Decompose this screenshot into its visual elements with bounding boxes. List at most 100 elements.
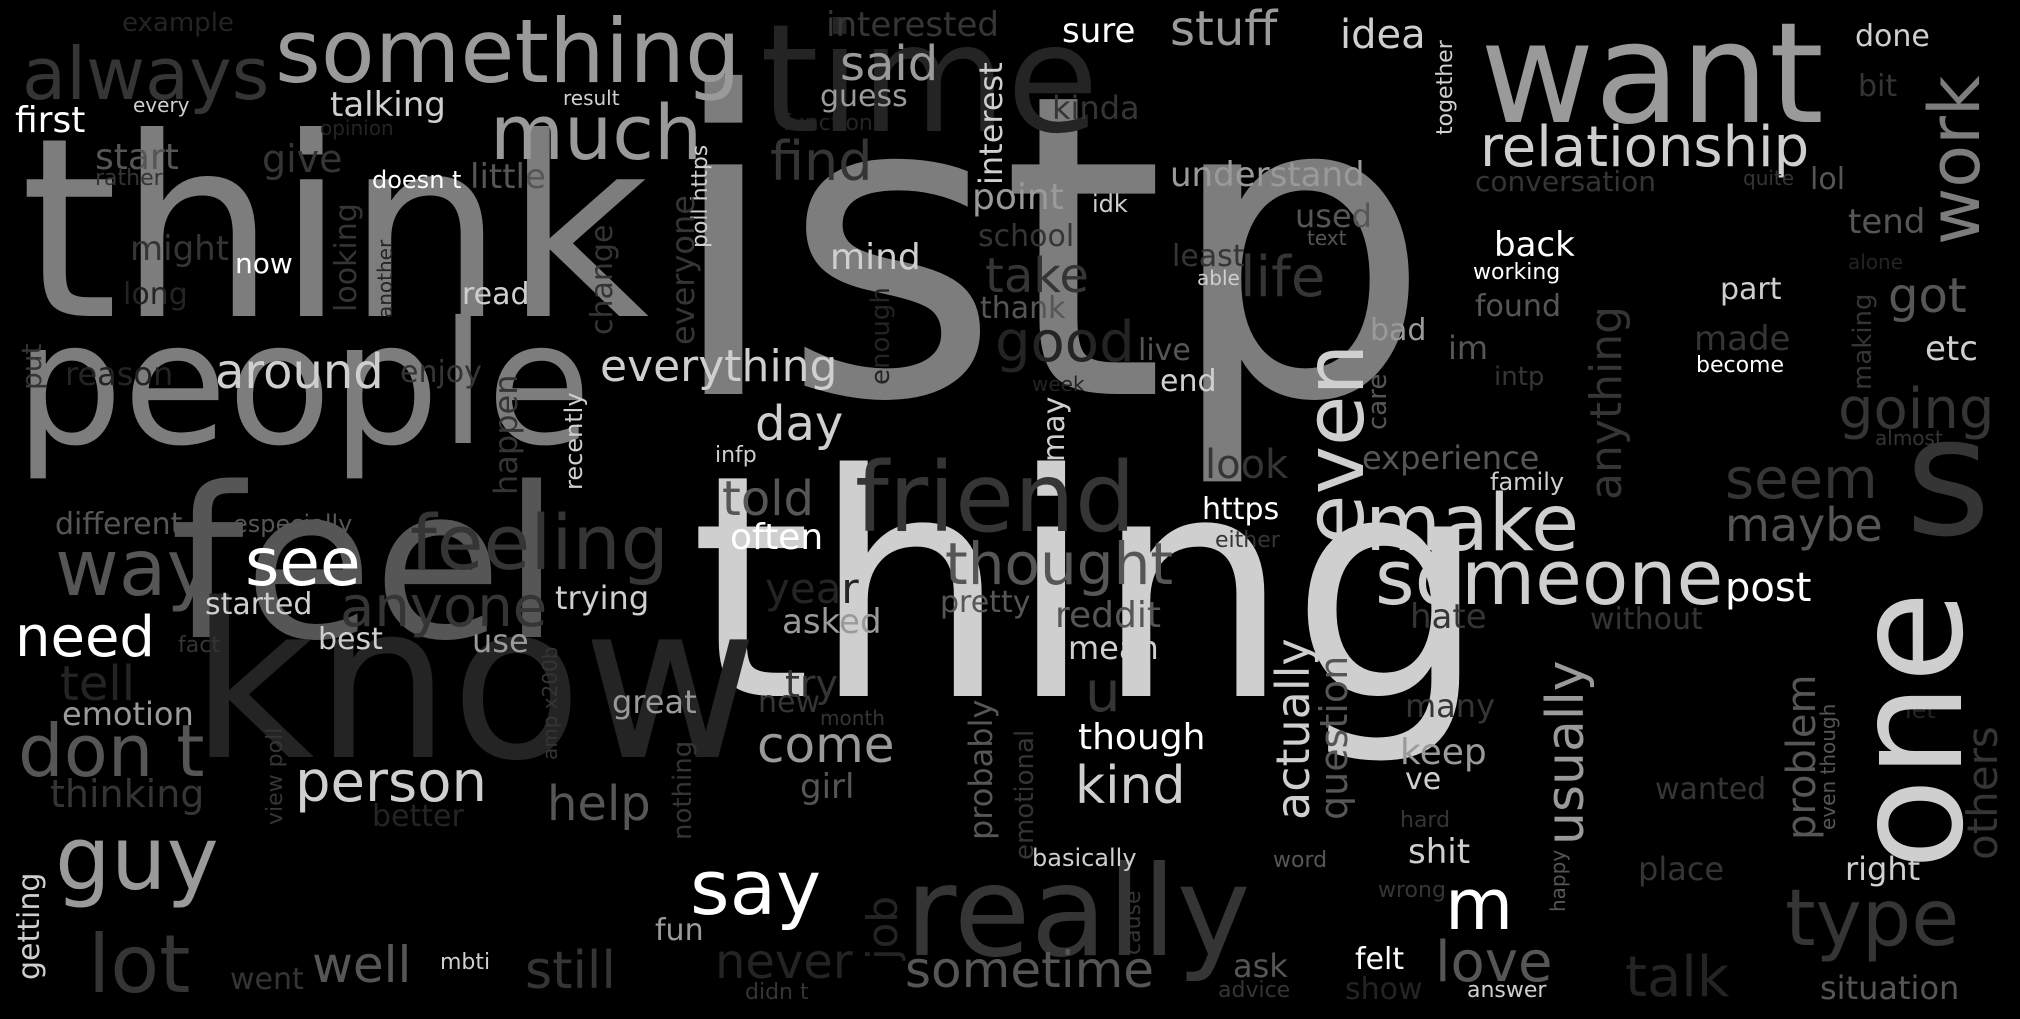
word-use: use — [472, 622, 529, 660]
word-people: people — [15, 286, 592, 484]
word-always: always — [22, 32, 270, 116]
word-everyone: everyone — [664, 195, 702, 345]
word-least: least — [1172, 239, 1245, 274]
word-thinking: thinking — [50, 772, 205, 816]
word-time: time — [760, 0, 1099, 167]
word-relationship: relationship — [1480, 115, 1810, 180]
word-person: person — [295, 750, 487, 815]
word-little: little — [470, 157, 546, 197]
word-different: different — [55, 507, 183, 542]
word-nothing: nothing — [668, 740, 698, 840]
word-question: question — [1312, 655, 1356, 820]
word-tend: tend — [1848, 202, 1926, 242]
word-recently: recently — [560, 392, 588, 490]
word-though: though — [1078, 717, 1206, 758]
word-interest: interest — [972, 62, 1010, 185]
word-m: m — [1445, 864, 1514, 946]
word-probably: probably — [962, 699, 1000, 840]
word-dont: don t — [18, 709, 205, 793]
word-hate: hate — [1410, 597, 1487, 637]
word-pretty: pretty — [940, 585, 1031, 620]
word-bit: bit — [1858, 69, 1898, 104]
word-tell: tell — [60, 656, 136, 712]
word-many: many — [1405, 687, 1495, 725]
word-enough: enough — [866, 287, 896, 385]
word-intp: intp — [1494, 362, 1545, 392]
word-almost: almost — [1875, 426, 1943, 450]
word-view-poll: view poll — [263, 727, 288, 825]
word-situation: situation — [1820, 969, 1960, 1007]
word-now: now — [235, 247, 293, 280]
word-work: work — [1914, 75, 1996, 245]
word-better: better — [372, 799, 464, 834]
word-lot: lot — [88, 918, 191, 1011]
word-year: year — [765, 564, 859, 613]
word-kind: kind — [1075, 756, 1186, 816]
word-make: make — [1365, 479, 1580, 569]
word-anything: anything — [1581, 305, 1632, 500]
word-point: point — [972, 177, 1064, 218]
word-result: result — [563, 86, 620, 110]
word-live: live — [1138, 333, 1191, 368]
word-made: made — [1694, 319, 1791, 359]
word-someone: someone — [1375, 533, 1724, 622]
word-fun: fun — [655, 913, 704, 948]
word-emotion: emotion — [62, 695, 194, 733]
word-hard: hard — [1400, 808, 1451, 833]
word-day: day — [755, 396, 844, 452]
word-rather: rather — [95, 166, 163, 191]
word-best: best — [318, 622, 383, 657]
word-interested: interested — [826, 5, 999, 45]
word-thing: thing — [690, 409, 1488, 770]
word-way: way — [55, 524, 213, 614]
word-talk: talk — [1625, 945, 1730, 1010]
word-im: im — [1448, 329, 1489, 367]
word-ve: ve — [1405, 762, 1442, 797]
word-find: find — [770, 130, 873, 193]
word-told: told — [722, 471, 814, 527]
word-post: post — [1725, 565, 1812, 611]
word-went: went — [230, 962, 304, 997]
word-used: used — [1295, 197, 1372, 235]
word-put: put — [15, 343, 48, 391]
word-infp: infp — [715, 443, 757, 468]
word-getting: getting — [12, 872, 47, 980]
word-need: need — [15, 605, 155, 670]
word-try: try — [785, 662, 839, 706]
word-want: want — [1480, 0, 1824, 156]
word-right: right — [1845, 850, 1921, 888]
word-type: type — [1785, 874, 1960, 964]
word-ask: ask — [1233, 947, 1288, 985]
word-start: start — [95, 137, 179, 178]
word-fact: fact — [178, 633, 220, 658]
word-basically: basically — [1032, 844, 1137, 872]
word-alone: alone — [1848, 250, 1904, 274]
word-good: good — [995, 310, 1135, 375]
word-part: part — [1720, 272, 1782, 307]
word-really: really — [905, 840, 1251, 985]
word-give: give — [262, 137, 343, 181]
word-said: said — [840, 36, 939, 92]
word-trying: trying — [555, 579, 650, 617]
word-etc: etc — [1925, 329, 1978, 369]
word-life: life — [1240, 245, 1326, 310]
word-enjoy: enjoy — [400, 355, 482, 390]
word-place: place — [1638, 850, 1725, 888]
word-mind: mind — [830, 237, 921, 278]
word-look: look — [1205, 442, 1289, 488]
word-reddit: reddit — [1055, 595, 1161, 636]
word-found: found — [1475, 289, 1561, 324]
word-wanted: wanted — [1655, 772, 1767, 807]
word-mean: mean — [1068, 629, 1159, 667]
word-done: done — [1855, 19, 1930, 54]
word-didnt: didn t — [745, 980, 809, 1005]
word-week: week — [1032, 372, 1085, 396]
word-example: example — [122, 8, 234, 38]
word-looking: looking — [329, 203, 364, 312]
word-answer: answer — [1467, 978, 1547, 1003]
word-great: great — [612, 683, 697, 721]
word-love: love — [1435, 930, 1553, 995]
word-maybe: maybe — [1725, 498, 1883, 552]
word-seem: seem — [1725, 447, 1878, 512]
word-word: word — [1273, 848, 1328, 873]
